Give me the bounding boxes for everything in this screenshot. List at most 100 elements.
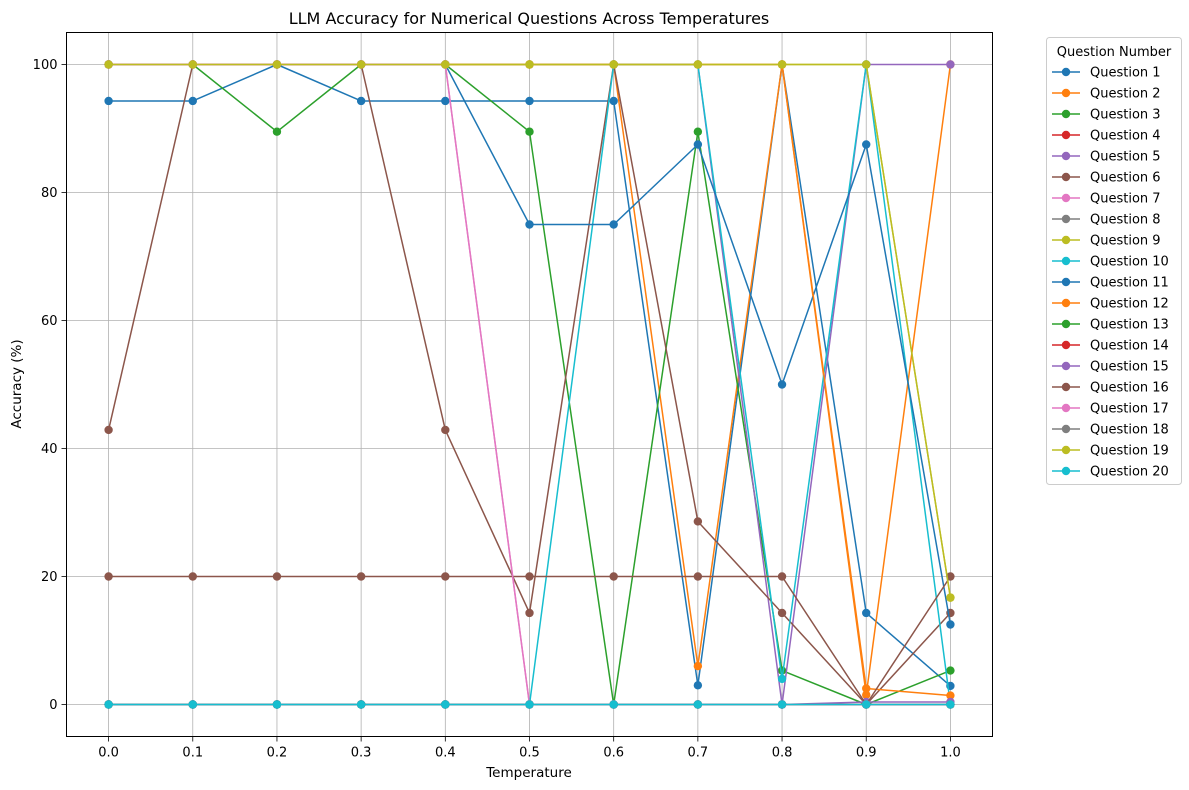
data-point — [525, 220, 534, 229]
data-point — [441, 572, 450, 581]
legend-marker — [1061, 298, 1071, 308]
data-point — [862, 60, 871, 69]
legend-label: Question 3 — [1090, 108, 1161, 123]
legend-label: Question 2 — [1090, 87, 1161, 102]
data-point — [862, 684, 871, 693]
series-16 — [104, 572, 955, 709]
legend-marker — [1061, 466, 1071, 476]
data-point — [777, 572, 787, 581]
y-tick-label: 80 — [41, 186, 58, 201]
data-point — [946, 620, 955, 629]
legend-item: Question 4 — [1052, 129, 1161, 144]
legend-marker — [1061, 382, 1071, 392]
y-tick-label: 60 — [41, 314, 58, 329]
x-tick-label: 1.0 — [940, 746, 961, 761]
data-point — [609, 96, 618, 106]
legend-label: Question 4 — [1090, 129, 1161, 144]
legend-marker — [1061, 130, 1071, 140]
legend-marker — [1061, 67, 1071, 77]
data-point — [356, 96, 366, 106]
legend-label: Question 5 — [1090, 150, 1161, 165]
data-point — [188, 60, 197, 69]
y-tick-label: 40 — [41, 442, 58, 457]
data-point — [693, 517, 703, 526]
data-point — [862, 140, 871, 149]
legend-item: Question 6 — [1052, 171, 1161, 186]
data-point — [104, 60, 113, 69]
legend-item: Question 17 — [1052, 402, 1169, 417]
data-point — [104, 425, 113, 435]
data-point — [104, 96, 113, 106]
data-point — [272, 60, 282, 69]
data-point — [609, 60, 618, 69]
data-point — [525, 60, 534, 69]
legend-item: Question 8 — [1052, 213, 1161, 228]
x-tick-label: 0.3 — [351, 746, 372, 761]
legend-label: Question 7 — [1090, 192, 1161, 207]
x-tick-label: 0.2 — [267, 746, 288, 761]
legend-marker — [1061, 403, 1071, 413]
legend-item: Question 15 — [1052, 360, 1169, 375]
legend-label: Question 8 — [1090, 213, 1161, 228]
legend-label: Question 17 — [1090, 402, 1169, 417]
x-axis: 0.0 0.1 0.2 0.3 0.4 0.5 0.6 0.7 0.8 0.9 1.0 — [98, 736, 961, 761]
data-point — [272, 127, 282, 136]
data-point — [525, 572, 534, 581]
data-point — [525, 700, 534, 709]
data-point — [188, 572, 197, 581]
legend-title: Question Number — [1057, 45, 1172, 60]
legend-item: Question 9 — [1052, 234, 1161, 249]
legend-marker — [1061, 361, 1071, 371]
legend-label: Question 18 — [1090, 423, 1169, 438]
legend-label: Question 15 — [1090, 360, 1169, 375]
legend-marker — [1061, 256, 1071, 266]
data-point — [777, 700, 787, 709]
legend-item: Question 14 — [1052, 339, 1169, 354]
legend-label: Question 14 — [1090, 339, 1169, 354]
legend-marker — [1061, 277, 1071, 287]
data-point — [777, 60, 787, 69]
legend-label: Question 19 — [1090, 444, 1169, 459]
x-tick-label: 0.4 — [435, 746, 456, 761]
legend-items: Question 1 Question 2 Question 3 Question 4… — [1052, 66, 1169, 480]
data-point — [441, 425, 450, 435]
legend-item: Question 18 — [1052, 423, 1169, 438]
data-point — [862, 690, 871, 700]
data-point — [693, 127, 703, 136]
data-point — [525, 96, 534, 106]
data-point — [862, 700, 871, 709]
data-point — [356, 572, 366, 581]
legend-marker — [1061, 172, 1071, 182]
legend-item: Question 13 — [1052, 318, 1169, 333]
data-point — [777, 608, 787, 618]
y-tick-label: 20 — [41, 570, 58, 585]
legend-frame — [1046, 37, 1182, 485]
data-point — [609, 700, 618, 709]
x-tick-label: 0.9 — [856, 746, 877, 761]
x-tick-label: 0.7 — [688, 746, 709, 761]
data-point — [609, 572, 618, 581]
data-point — [777, 380, 787, 389]
legend-item: Question 1 — [1052, 66, 1161, 81]
data-point — [188, 96, 197, 106]
legend-marker — [1061, 445, 1071, 455]
data-point — [693, 572, 703, 581]
data-point — [525, 608, 534, 618]
data-point — [188, 700, 197, 709]
data-point — [441, 96, 450, 106]
legend-label: Question 1 — [1090, 66, 1161, 81]
data-point — [946, 60, 955, 69]
x-tick-label: 0.1 — [182, 746, 203, 761]
data-point — [104, 700, 113, 709]
data-point — [356, 60, 366, 69]
grid — [66, 32, 993, 737]
y-axis-title: Accuracy (%) — [9, 339, 25, 428]
legend-label: Question 9 — [1090, 234, 1161, 249]
legend-marker — [1061, 88, 1071, 98]
legend-item: Question 7 — [1052, 192, 1161, 207]
x-tick-label: 0.0 — [98, 746, 119, 761]
legend-label: Question 13 — [1090, 318, 1169, 333]
data-point — [946, 691, 955, 700]
data-point — [693, 60, 703, 69]
